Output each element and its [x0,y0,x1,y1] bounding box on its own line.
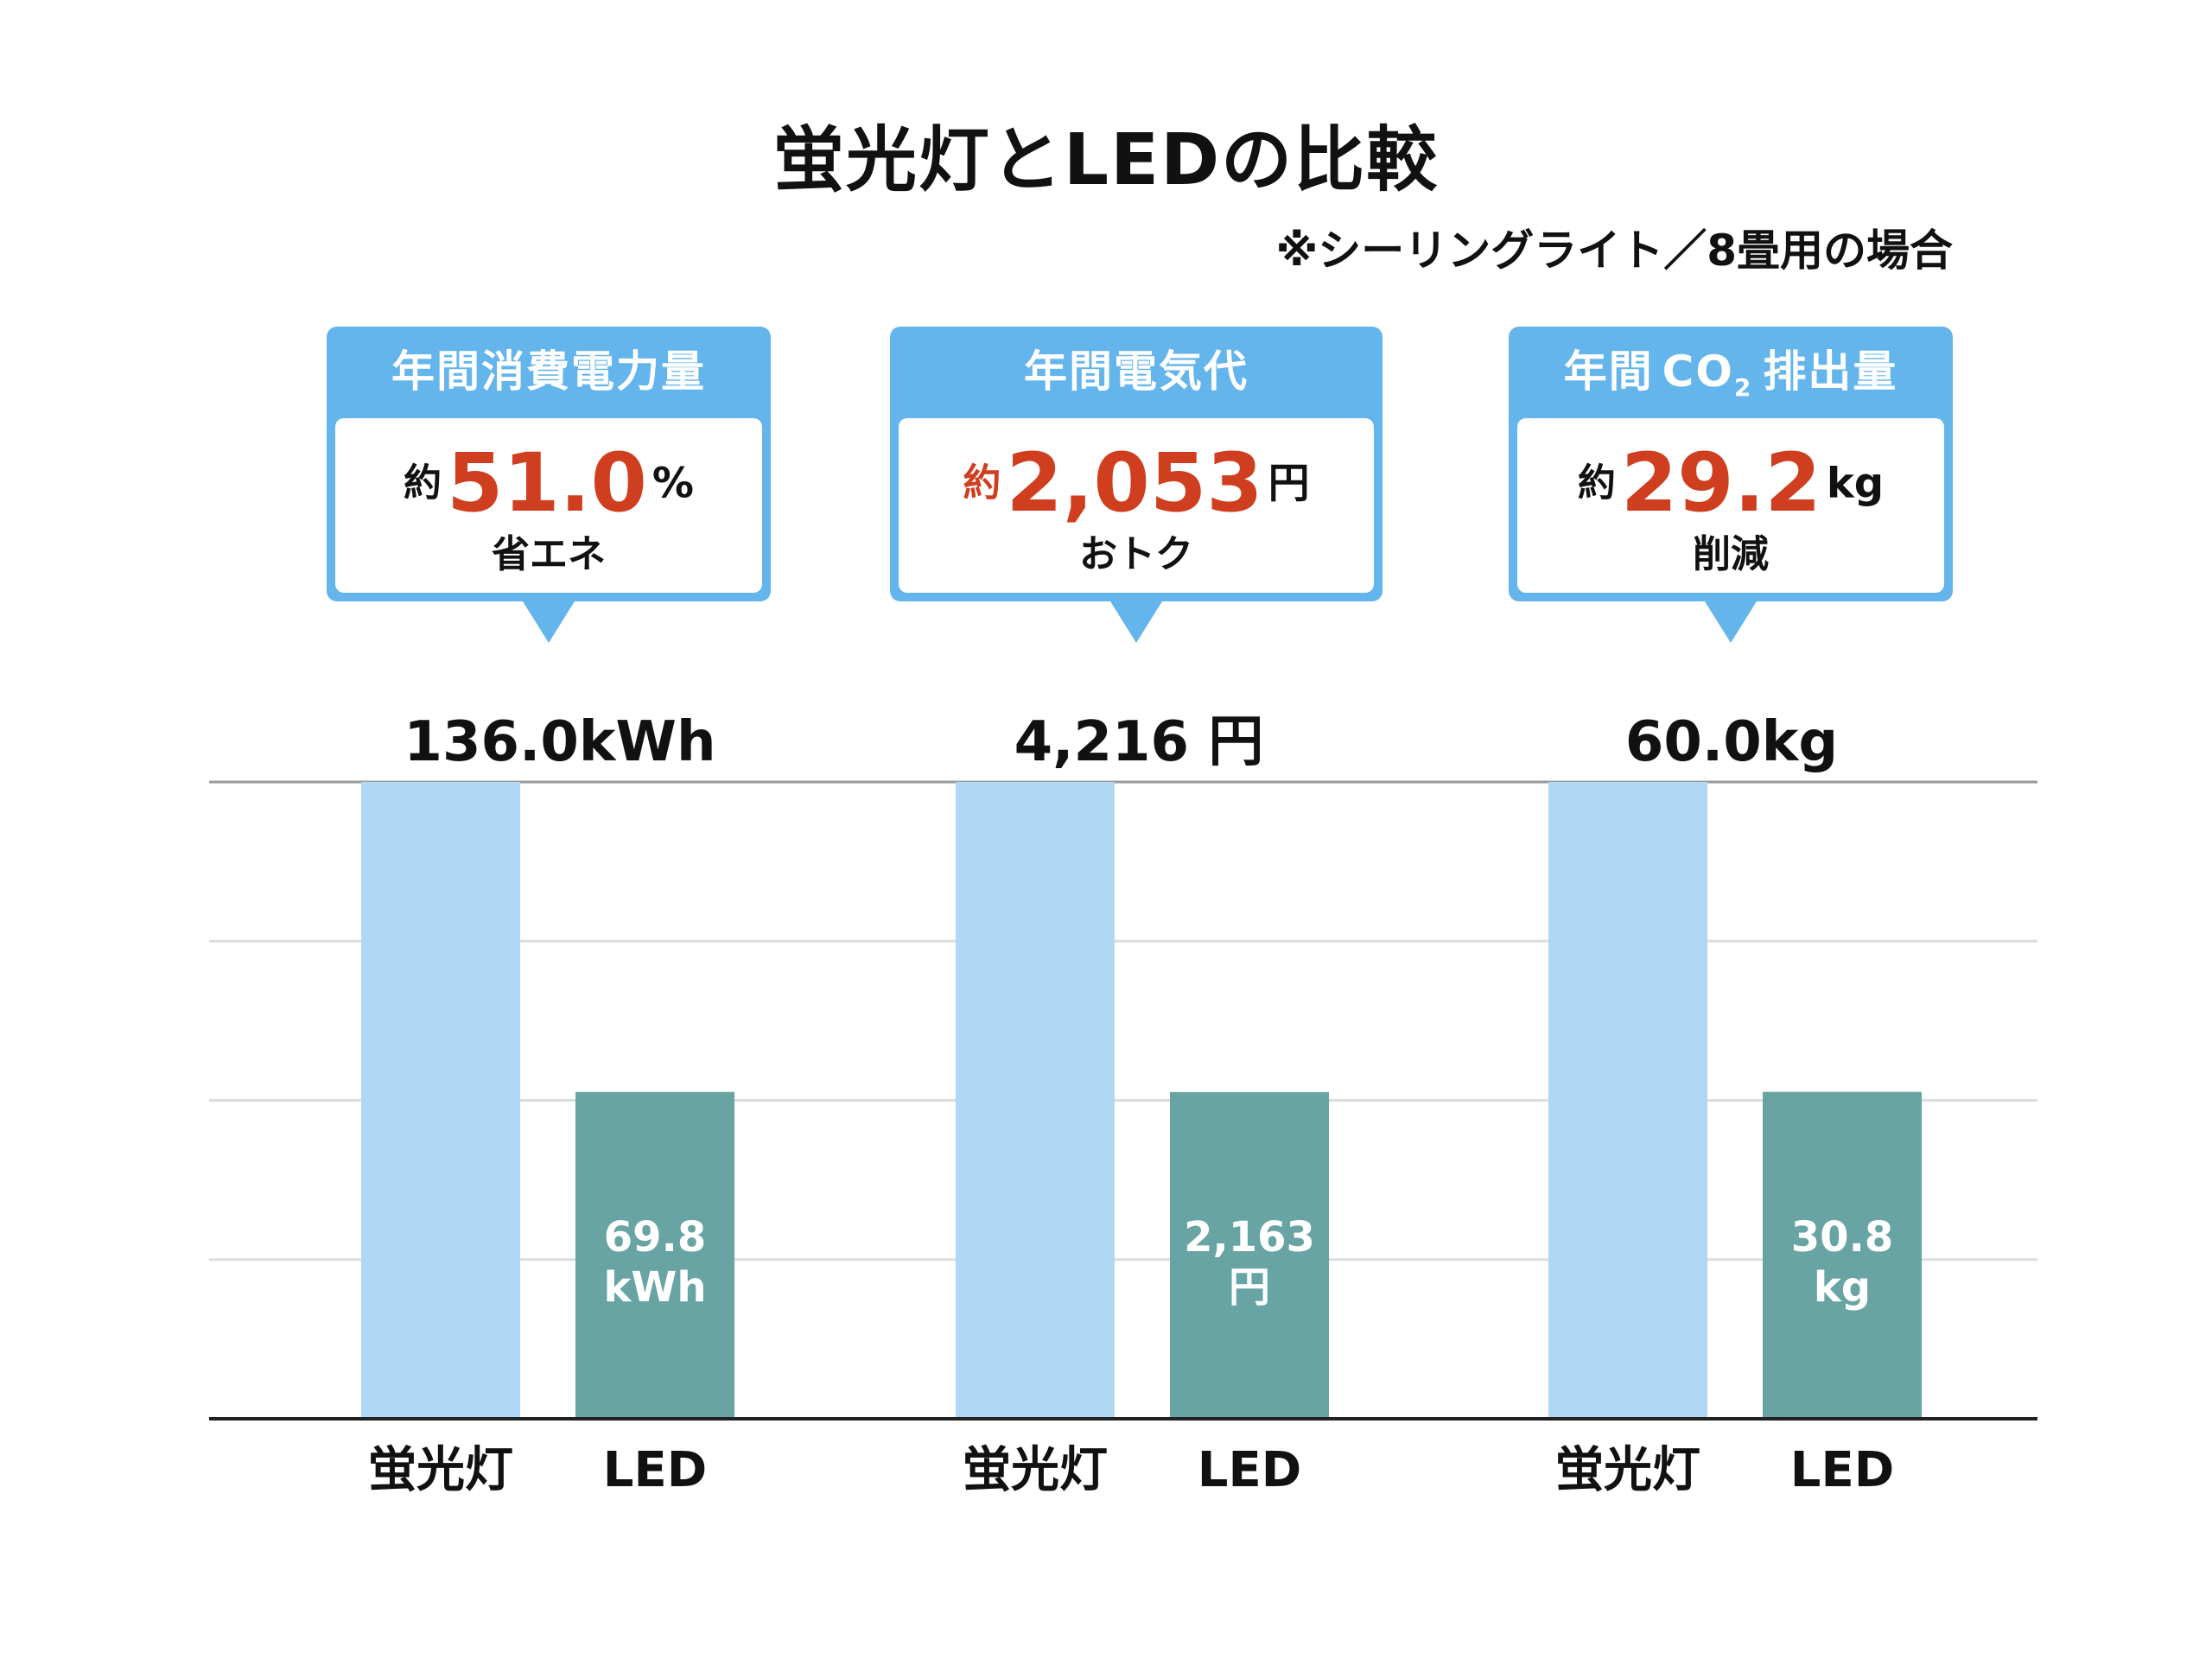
bar-led [575,1091,734,1419]
bar-fluorescent [361,782,520,1419]
callout-cost-unit: 円 [1268,459,1310,508]
callout-co2-head: 年間 CO2 排出量 [1509,327,1953,416]
callout-energy-head: 年間消費電力量 [391,346,706,397]
bar-led [1170,1091,1329,1419]
bar-fluorescent [1548,782,1707,1419]
callout-cost-pointer [1110,601,1162,643]
callout-cost-prefix: 約 [963,461,1001,505]
callout-co2-head-main: 年間 [1563,346,1654,397]
callout-cost-body: 約2,053 円 おトク [899,418,1374,593]
callout-co2-head-co: CO [1662,346,1734,397]
callout-co2-head-rest: 排出量 [1763,346,1898,397]
category-label-led: LED [1790,1442,1894,1498]
callout-energy-pointer [523,601,575,643]
bar-fluorescent [956,782,1115,1419]
callout-energy-body: 約51.0% 省エネ [335,418,762,593]
chart-note: ※シーリングライト／8畳用の場合 [1275,226,1953,276]
category-label-fluorescent: 蛍光灯 [963,1442,1108,1498]
callout-co2-prefix: 約 [1577,461,1616,505]
bar-led-unit-label: 円 [1229,1263,1270,1312]
callout-co2-pointer [1705,601,1757,643]
bar-top-value-label: 60.0kg [1625,710,1838,774]
bar-top-value-label: 136.0kWh [404,710,715,774]
callout-energy-label: 省エネ [492,532,606,576]
bar-led-value-label: 2,163 [1184,1213,1315,1262]
callout-energy-value: 51.0 [446,435,647,531]
bar-led-unit-label: kWh [603,1263,706,1312]
callout-co2-head-sub: 2 [1733,373,1753,402]
callout-cost-value: 2,053 [1006,435,1263,531]
bar-led-unit-label: kg [1814,1263,1871,1312]
callout-energy-prefix: 約 [403,461,442,505]
bar-led [1763,1091,1922,1419]
chart-title: 蛍光灯とLEDの比較 [772,119,1440,201]
callout-co2-label: 削減 [1693,532,1769,576]
callout-co2: 年間 CO2 排出量 約29.2 kg 削減 [1509,327,1953,643]
bar-top-value-label: 4,216 円 [1014,710,1264,774]
callout-cost-label: おトク [1079,532,1193,576]
callout-energy-unit: % [652,459,695,508]
callout-cost-head: 年間電気代 [1024,346,1249,397]
callout-co2-value: 29.2 [1620,435,1821,531]
callout-energy: 年間消費電力量 約51.0% 省エネ [327,327,771,643]
bar-led-value-label: 69.8 [604,1213,706,1262]
category-label-led: LED [1198,1442,1301,1498]
callout-co2-body: 約29.2 kg 削減 [1517,418,1944,593]
category-label-fluorescent: 蛍光灯 [368,1442,513,1498]
callout-cost: 年間電気代 約2,053 円 おトク [890,327,1382,643]
bar-led-value-label: 30.8 [1791,1213,1893,1262]
category-label-fluorescent: 蛍光灯 [1555,1442,1700,1498]
callout-co2-unit: kg [1826,459,1885,508]
category-label-led: LED [603,1442,707,1498]
